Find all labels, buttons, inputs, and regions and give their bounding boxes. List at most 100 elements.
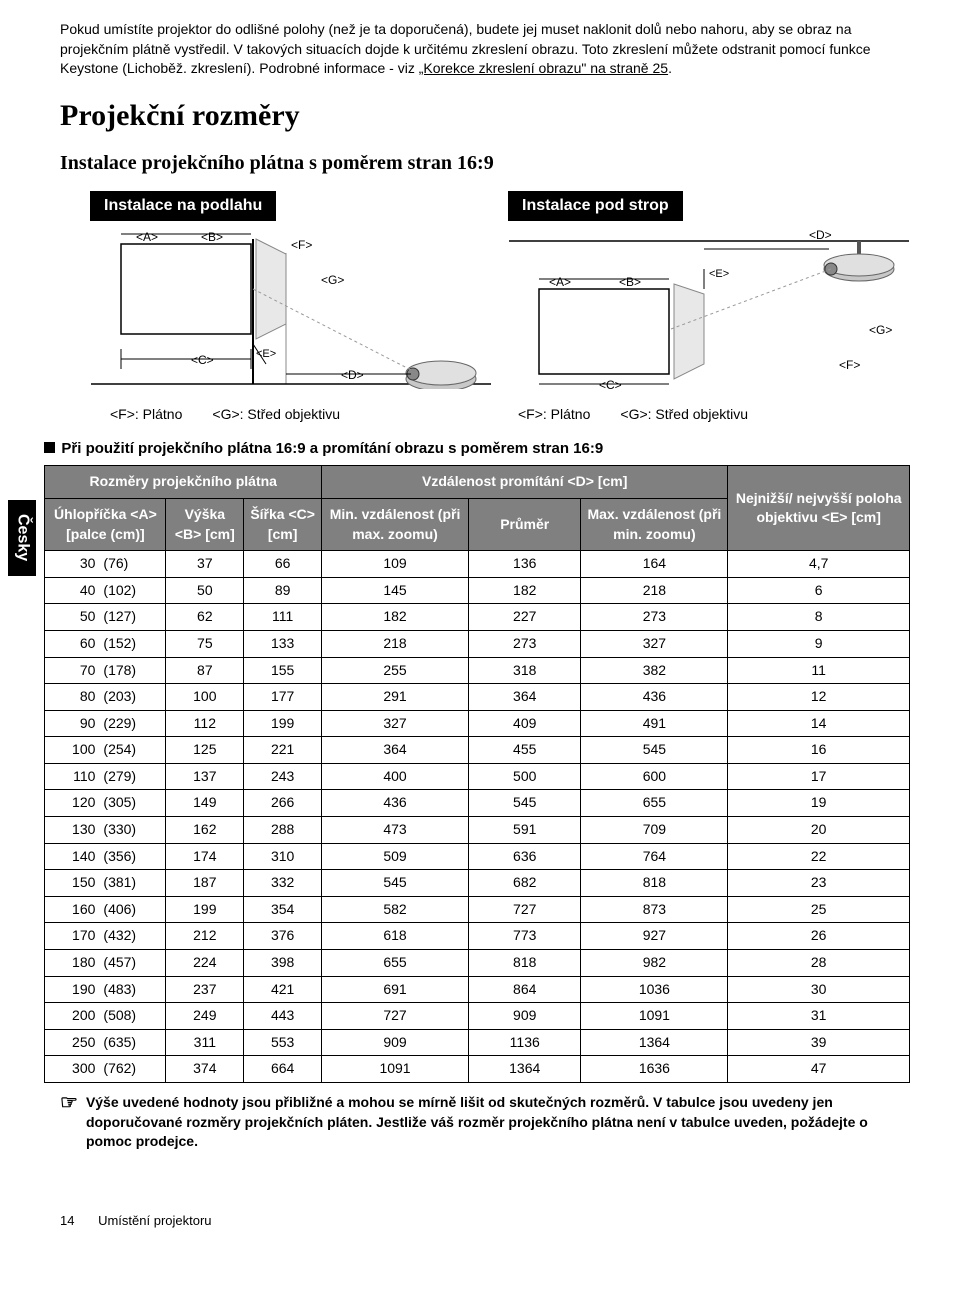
cell-b: 374 xyxy=(166,1056,244,1083)
cell-c: 266 xyxy=(244,790,322,817)
cell-d1: 545 xyxy=(322,870,469,897)
table-row: 130(330)16228847359170920 xyxy=(45,817,910,844)
table-row: 100(254)12522136445554516 xyxy=(45,737,910,764)
cell-e: 8 xyxy=(728,604,910,631)
cell-b: 75 xyxy=(166,630,244,657)
cell-d3: 273 xyxy=(581,604,728,631)
cell-e: 23 xyxy=(728,870,910,897)
cell-diagonal: 80(203) xyxy=(45,684,166,711)
cell-diagonal: 130(330) xyxy=(45,817,166,844)
cell-c: 66 xyxy=(244,551,322,578)
cell-d2: 227 xyxy=(469,604,581,631)
cell-c: 89 xyxy=(244,577,322,604)
cell-diagonal: 40(102) xyxy=(45,577,166,604)
svg-text:<D>: <D> xyxy=(809,229,832,242)
section-subtitle: Instalace projekčního plátna s poměrem s… xyxy=(60,149,910,177)
cell-diagonal: 300(762) xyxy=(45,1056,166,1083)
svg-text:<B>: <B> xyxy=(619,275,641,289)
cell-c: 177 xyxy=(244,684,322,711)
cell-c: 155 xyxy=(244,657,322,684)
cell-b: 311 xyxy=(166,1029,244,1056)
cell-d1: 109 xyxy=(322,551,469,578)
cell-d2: 182 xyxy=(469,577,581,604)
table-row: 110(279)13724340050060017 xyxy=(45,763,910,790)
cell-d3: 1636 xyxy=(581,1056,728,1083)
cell-b: 37 xyxy=(166,551,244,578)
cell-d2: 1136 xyxy=(469,1029,581,1056)
cell-diagonal: 190(483) xyxy=(45,976,166,1003)
cell-d2: 818 xyxy=(469,950,581,977)
cell-b: 162 xyxy=(166,817,244,844)
cell-c: 133 xyxy=(244,630,322,657)
svg-text:<G>: <G> xyxy=(321,273,344,287)
cell-diagonal: 30(76) xyxy=(45,551,166,578)
cell-b: 87 xyxy=(166,657,244,684)
cell-e: 22 xyxy=(728,843,910,870)
cell-b: 174 xyxy=(166,843,244,870)
cell-b: 125 xyxy=(166,737,244,764)
cell-diagonal: 120(305) xyxy=(45,790,166,817)
cell-d1: 327 xyxy=(322,710,469,737)
cell-d1: 255 xyxy=(322,657,469,684)
cell-d3: 382 xyxy=(581,657,728,684)
svg-text:<F>: <F> xyxy=(839,358,860,372)
cell-d2: 727 xyxy=(469,896,581,923)
cell-b: 187 xyxy=(166,870,244,897)
cell-d1: 364 xyxy=(322,737,469,764)
cell-diagonal: 250(635) xyxy=(45,1029,166,1056)
cell-diagonal: 200(508) xyxy=(45,1003,166,1030)
cell-d1: 400 xyxy=(322,763,469,790)
cell-diagonal: 150(381) xyxy=(45,870,166,897)
table-row: 60(152)751332182733279 xyxy=(45,630,910,657)
cell-c: 664 xyxy=(244,1056,322,1083)
cell-c: 443 xyxy=(244,1003,322,1030)
cell-d3: 764 xyxy=(581,843,728,870)
cell-d1: 655 xyxy=(322,950,469,977)
hand-icon: ☞ xyxy=(60,1093,78,1152)
cell-d3: 600 xyxy=(581,763,728,790)
cell-diagonal: 70(178) xyxy=(45,657,166,684)
page-footer: 14 Umístění projektoru xyxy=(60,1212,910,1230)
footnote: ☞ Výše uvedené hodnoty jsou přibližné a … xyxy=(60,1093,910,1152)
installation-diagrams: Instalace na podlahu <A> <B> <F> <G> <C>… xyxy=(90,191,910,395)
th-height: Výška <B> [cm] xyxy=(166,498,244,550)
cell-diagonal: 100(254) xyxy=(45,737,166,764)
cell-diagonal: 110(279) xyxy=(45,763,166,790)
th-avg-dist: Průměr xyxy=(469,498,581,550)
cell-diagonal: 170(432) xyxy=(45,923,166,950)
cell-c: 421 xyxy=(244,976,322,1003)
cell-d2: 864 xyxy=(469,976,581,1003)
svg-text:<A>: <A> xyxy=(136,230,158,244)
bullet-icon xyxy=(44,442,55,453)
cell-d2: 318 xyxy=(469,657,581,684)
cell-c: 398 xyxy=(244,950,322,977)
table-row: 70(178)8715525531838211 xyxy=(45,657,910,684)
table-row: 30(76)37661091361644,7 xyxy=(45,551,910,578)
page-number: 14 xyxy=(60,1212,74,1230)
cell-e: 14 xyxy=(728,710,910,737)
cell-d1: 509 xyxy=(322,843,469,870)
cell-e: 31 xyxy=(728,1003,910,1030)
cell-b: 112 xyxy=(166,710,244,737)
cell-c: 332 xyxy=(244,870,322,897)
cell-b: 149 xyxy=(166,790,244,817)
intro-paragraph: Pokud umístíte projektor do odlišné polo… xyxy=(60,20,910,79)
th-max-dist: Max. vzdálenost (při min. zoomu) xyxy=(581,498,728,550)
th-diagonal: Úhlopříčka <A> [palce (cm)] xyxy=(45,498,166,550)
cell-e: 47 xyxy=(728,1056,910,1083)
footer-section: Umístění projektoru xyxy=(98,1213,211,1228)
cell-b: 50 xyxy=(166,577,244,604)
cell-d3: 1091 xyxy=(581,1003,728,1030)
cell-d3: 1036 xyxy=(581,976,728,1003)
cell-d2: 273 xyxy=(469,630,581,657)
cell-c: 199 xyxy=(244,710,322,737)
table-row: 170(432)21237661877392726 xyxy=(45,923,910,950)
cell-d1: 182 xyxy=(322,604,469,631)
cell-d3: 655 xyxy=(581,790,728,817)
svg-text:<E>: <E> xyxy=(709,268,729,280)
cell-d3: 982 xyxy=(581,950,728,977)
cell-d3: 218 xyxy=(581,577,728,604)
cell-d3: 164 xyxy=(581,551,728,578)
intro-text-b: . xyxy=(668,60,672,76)
cell-b: 212 xyxy=(166,923,244,950)
